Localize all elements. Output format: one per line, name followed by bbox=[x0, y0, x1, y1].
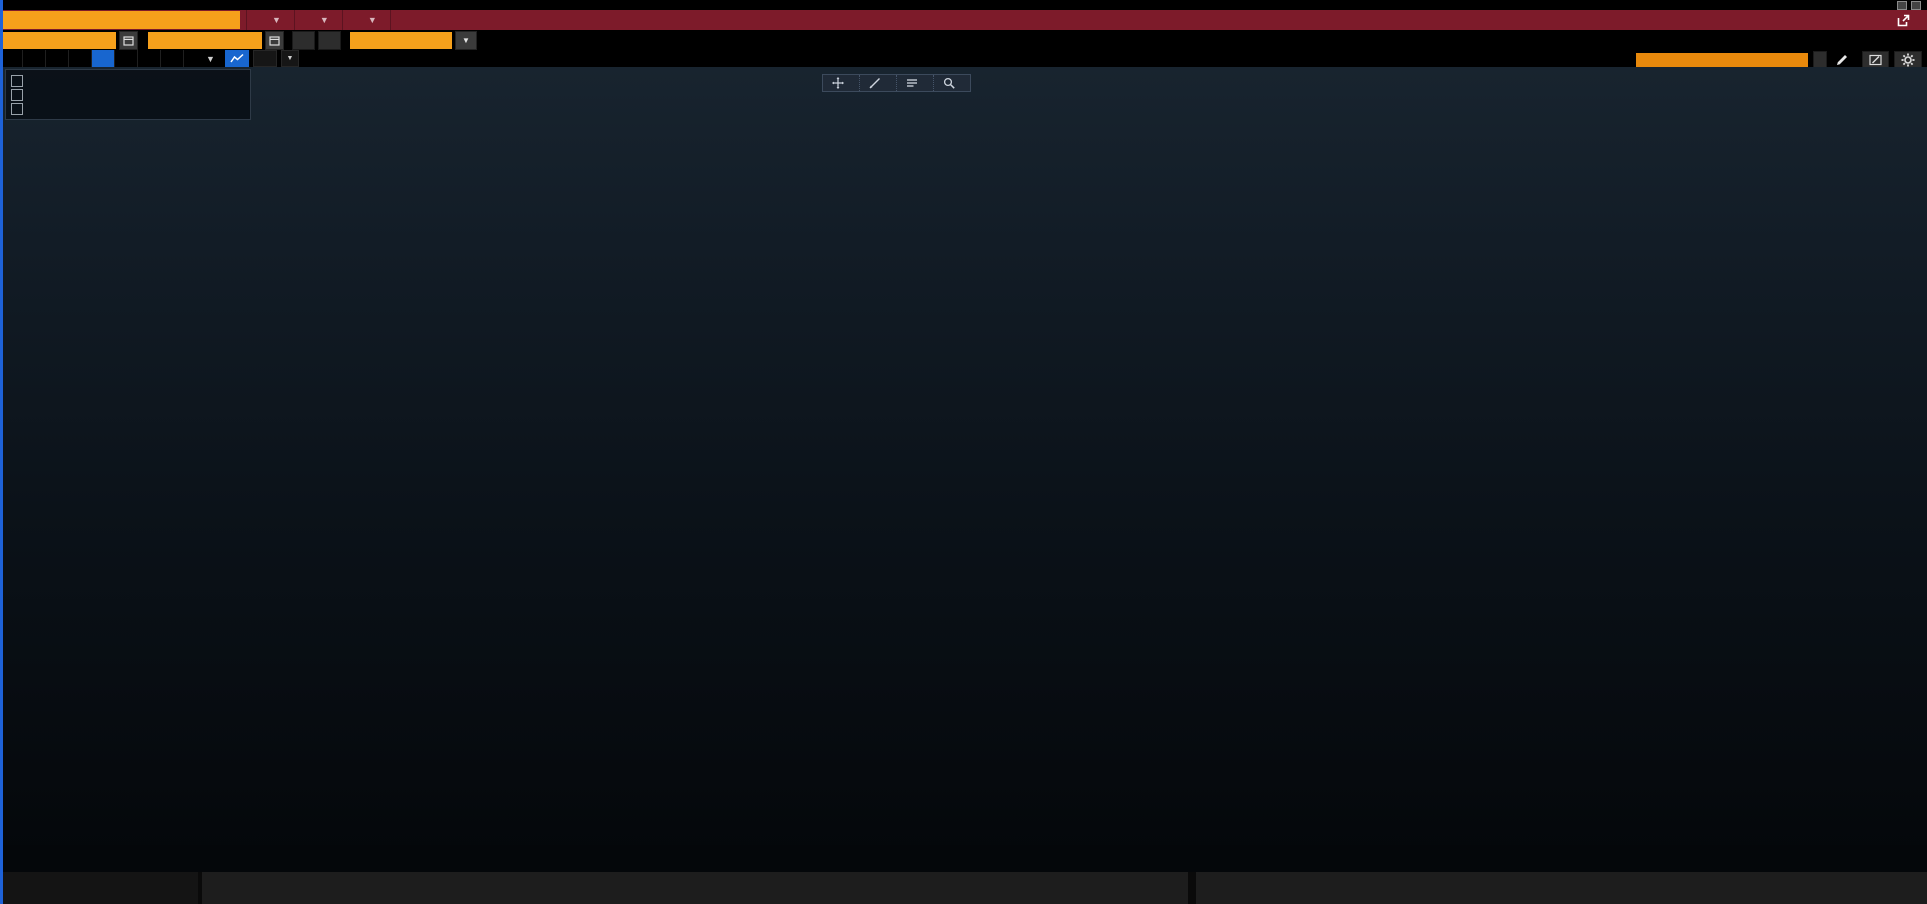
chevron-down-icon: ▼ bbox=[272, 15, 281, 25]
frequency-select[interactable]: ▼ bbox=[194, 54, 221, 64]
annotate-pencil-icon bbox=[869, 78, 880, 89]
tab-6m[interactable] bbox=[69, 50, 92, 67]
date-from-calendar-button[interactable] bbox=[119, 30, 138, 50]
series-swatch bbox=[11, 102, 23, 115]
annotate-button[interactable] bbox=[859, 75, 896, 91]
magnifier-icon bbox=[943, 77, 955, 89]
next-period-button[interactable] bbox=[318, 30, 341, 50]
chart-type-dropdown-button[interactable]: ▼ bbox=[280, 50, 299, 67]
legend-row-xau[interactable] bbox=[11, 74, 245, 87]
chart-legend[interactable] bbox=[5, 69, 251, 120]
export-icon[interactable] bbox=[1896, 13, 1911, 28]
track-button[interactable] bbox=[823, 75, 859, 91]
menu-item-suggested-charts[interactable]: ▼ bbox=[246, 10, 295, 30]
menu-item-actions[interactable]: ▼ bbox=[295, 10, 343, 30]
calendar-icon bbox=[269, 35, 280, 46]
date-to-calendar-button[interactable] bbox=[265, 30, 284, 50]
footer-bar bbox=[0, 872, 1927, 904]
tab-1d[interactable] bbox=[0, 50, 23, 67]
security-ticker-input[interactable] bbox=[2, 11, 240, 29]
chart-edit-icon-button[interactable] bbox=[1862, 51, 1889, 68]
pencil-icon bbox=[1837, 54, 1847, 65]
chevron-down-icon: ▼ bbox=[462, 35, 470, 45]
footer-panel-gc[interactable] bbox=[1196, 872, 1927, 904]
add-data-input[interactable] bbox=[1636, 52, 1808, 67]
chevron-down-icon: ▼ bbox=[367, 15, 377, 25]
currency-select[interactable] bbox=[350, 31, 452, 49]
collapse-panel-button[interactable] bbox=[1813, 51, 1827, 68]
legend-row-xet[interactable] bbox=[11, 102, 245, 115]
window-control-icon[interactable] bbox=[1911, 1, 1921, 10]
line-chart-icon bbox=[230, 53, 244, 63]
settings-gear-button[interactable] bbox=[1894, 51, 1922, 68]
legend-row-xbt[interactable] bbox=[11, 88, 245, 101]
chart-toolbar-row: ▼ ▼ bbox=[0, 50, 1927, 68]
zoom-button[interactable] bbox=[933, 75, 970, 91]
window-control-icon[interactable] bbox=[1897, 1, 1907, 10]
stat-close bbox=[186, 0, 192, 8]
news-icon bbox=[907, 79, 917, 87]
gear-icon bbox=[1901, 53, 1915, 66]
x-axis bbox=[0, 845, 1927, 872]
window-left-border bbox=[0, 0, 3, 904]
tab-3d[interactable] bbox=[23, 50, 46, 67]
date-range-bar: ▼ bbox=[0, 30, 1927, 50]
date-from-input[interactable] bbox=[2, 31, 116, 49]
price-chart[interactable] bbox=[0, 67, 1927, 872]
stat-open bbox=[54, 0, 60, 8]
date-to-input[interactable] bbox=[148, 31, 262, 49]
prev-period-button[interactable] bbox=[292, 30, 315, 50]
edit-chart-button[interactable] bbox=[1832, 54, 1857, 66]
chart-canvas[interactable] bbox=[0, 67, 1927, 845]
series-swatch bbox=[11, 74, 23, 87]
stat-value-date bbox=[230, 0, 236, 8]
stat-high bbox=[98, 0, 104, 8]
chart-type-bar-button[interactable] bbox=[252, 50, 277, 67]
tab-5y[interactable] bbox=[138, 50, 161, 67]
news-button[interactable] bbox=[896, 75, 933, 91]
tab-ytd[interactable] bbox=[92, 50, 115, 67]
chart-type-line-button[interactable] bbox=[224, 50, 249, 67]
price-stats-bar bbox=[0, 0, 1927, 10]
menu-item-edit[interactable]: ▼ bbox=[343, 10, 391, 30]
chevron-down-icon: ▼ bbox=[206, 53, 215, 64]
calendar-icon bbox=[123, 35, 134, 46]
tab-1y[interactable] bbox=[115, 50, 138, 67]
chart-edit-icon bbox=[1869, 54, 1882, 65]
stat-at bbox=[10, 0, 16, 8]
terminal-menu-bar: ▼ ▼ ▼ bbox=[0, 10, 1927, 30]
crosshair-icon bbox=[832, 77, 844, 89]
tab-1m[interactable] bbox=[46, 50, 69, 67]
window-controls[interactable] bbox=[1897, 1, 1921, 10]
footer-suggested-functions[interactable] bbox=[0, 872, 198, 904]
tab-max[interactable] bbox=[161, 50, 184, 67]
stat-low bbox=[142, 0, 148, 8]
chevron-down-icon: ▼ bbox=[286, 55, 294, 62]
chart-float-toolbar bbox=[822, 74, 971, 92]
footer-panel-fx24[interactable] bbox=[202, 872, 1188, 904]
series-swatch bbox=[11, 88, 23, 101]
currency-dropdown-button[interactable]: ▼ bbox=[455, 30, 477, 50]
chevron-down-icon: ▼ bbox=[319, 15, 329, 25]
